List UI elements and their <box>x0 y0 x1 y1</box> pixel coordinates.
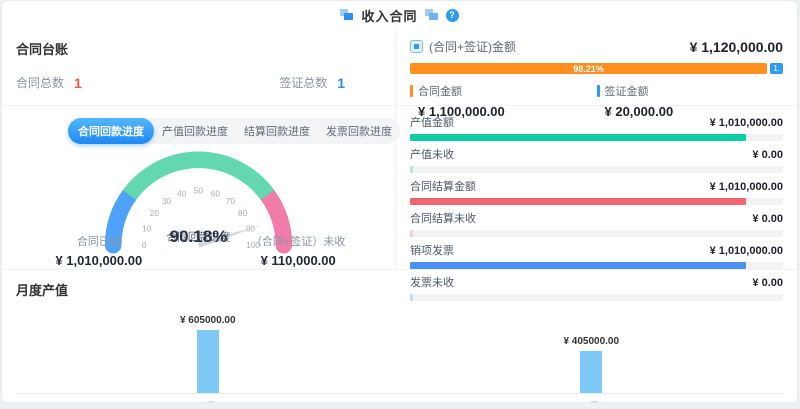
ledger-title: 合同台账 <box>16 42 69 57</box>
legend-value: ¥ 1,100,000.00 <box>418 104 505 119</box>
monthly-bar-chart: ¥ 605000.00 ¥ 405000.00 <box>16 303 783 393</box>
row-value: ¥ 1,010,000.00 <box>709 245 783 257</box>
legend-label: 签证金额 <box>604 86 649 98</box>
metric-row-invoice-unreceived: 发票未收 ¥ 0.00 <box>410 274 783 301</box>
svg-text:70: 70 <box>226 196 236 206</box>
legend-value: ¥ 20,000.00 <box>604 104 674 119</box>
metric-row-settlement-unreceived: 合同结算未收 ¥ 0.00 <box>410 210 783 237</box>
stat-label: 合同总数 <box>16 76 65 90</box>
row-value: ¥ 1,010,000.00 <box>709 117 783 129</box>
row-value: ¥ 1,010,000.00 <box>709 181 783 193</box>
tab-invoice-collection[interactable]: 发票回款进度 <box>326 126 392 138</box>
monthly-output-section: 月度产值 ¥ 605000.00 ¥ 405000.00 7月 8月 <box>2 270 797 402</box>
row-bar-track <box>410 230 783 237</box>
row-bar-track <box>410 134 783 141</box>
help-icon[interactable]: ? <box>445 8 459 22</box>
tab-contract-collection[interactable]: 合同回款进度 <box>68 118 154 144</box>
row-label: 合同结算未收 <box>410 213 476 225</box>
legend-marker <box>410 85 413 97</box>
bar-value-label: ¥ 405000.00 <box>563 336 620 347</box>
stat-value: 1 <box>74 74 82 91</box>
row-label: 产值金额 <box>410 117 454 129</box>
document-icon <box>410 40 423 53</box>
svg-text:100: 100 <box>246 240 260 250</box>
metric-rows-section: 产值金额 ¥ 1,010,000.00 产值未收 ¥ 0.00 合同结算金额 ¥ 1,… <box>396 106 797 301</box>
contract-folder-icon <box>340 9 354 21</box>
bar-aug <box>580 351 603 393</box>
stat-label: 合同已收 <box>76 236 121 248</box>
row-label: 发票未收 <box>410 277 454 289</box>
row-value: ¥ 0.00 <box>752 277 783 289</box>
collection-progress-section: 合同回款进度 产值回款进度 结算回款进度 发票回款进度 0 10 20 30 40 50 6… <box>2 106 400 270</box>
progress-tabs: 合同回款进度 产值回款进度 结算回款进度 发票回款进度 <box>68 118 400 144</box>
bar-jul <box>196 330 219 393</box>
bar-column-jul: ¥ 605000.00 <box>16 315 400 393</box>
gauge-value: 90.18% <box>169 227 228 246</box>
svg-text:合同回款进度: 合同回款进度 <box>167 230 231 243</box>
svg-text:0: 0 <box>142 240 147 250</box>
metric-row-output-invoice: 销项发票 ¥ 1,010,000.00 <box>410 242 783 269</box>
legend-label: 合同金额 <box>418 86 462 98</box>
monthly-chart-title: 月度产值 <box>16 283 69 298</box>
bar-value-label: ¥ 605000.00 <box>179 315 236 326</box>
split-bar-right: 1. <box>770 63 783 74</box>
row-bar-track <box>410 166 783 173</box>
metric-row-output-unreceived: 产值未收 ¥ 0.00 <box>410 146 783 173</box>
row-bar-fill <box>410 134 747 141</box>
stat-contract-received: 合同已收 ¥ 1,010,000.00 <box>34 227 164 268</box>
gauge-chart: 0102030405060708090100合同回款进度 <box>104 151 293 254</box>
contract-ledger-section: 合同台账 合同总数 1 签证总数 1 <box>2 29 396 106</box>
x-axis: 7月 8月 <box>16 393 784 402</box>
row-value: ¥ 0.00 <box>752 213 783 225</box>
svg-text:50: 50 <box>194 186 204 196</box>
stat-value: 1 <box>337 74 345 91</box>
svg-text:10: 10 <box>142 223 152 233</box>
page-title: 收入合同 <box>361 8 418 24</box>
legend-marker <box>596 85 600 97</box>
amount-summary-section: (合同+签证)金额 ¥ 1,120,000.00 98.21% 1. 合同金额 … <box>396 29 797 119</box>
legend-contract-amount: 合同金额 ¥ 1,100,000.00 <box>410 83 597 119</box>
stat-label: 签证总数 <box>279 76 328 90</box>
metric-row-output-amount: 产值金额 ¥ 1,010,000.00 <box>410 114 783 141</box>
stat-unreceived: （合同+签证）未收 ¥ 110,000.00 <box>233 227 363 268</box>
row-value: ¥ 0.00 <box>752 149 783 161</box>
svg-text:20: 20 <box>150 208 160 218</box>
contract-folder-icon-right <box>424 9 439 21</box>
stat-visa-total: 签证总数 1 <box>279 74 345 91</box>
row-bar-fill <box>410 230 414 237</box>
row-bar-fill <box>410 294 414 301</box>
svg-text:80: 80 <box>238 208 248 218</box>
tab-output-collection[interactable]: 产值回款进度 <box>162 126 228 138</box>
metric-row-settlement-amount: 合同结算金额 ¥ 1,010,000.00 <box>410 178 783 205</box>
x-tick-jul: 7月 <box>16 394 400 402</box>
stat-label: （合同+签证）未收 <box>250 236 346 248</box>
row-bar-fill <box>410 262 747 269</box>
amount-summary-label: (合同+签证)金额 <box>429 40 517 54</box>
stat-value: ¥ 110,000.00 <box>260 253 336 268</box>
amount-summary-value: ¥ 1,120,000.00 <box>689 38 783 55</box>
row-bar-track <box>410 294 783 301</box>
page-header: 收入合同 ? <box>2 1 797 29</box>
legend-visa-amount: 签证金额 ¥ 20,000.00 <box>596 83 784 119</box>
row-label: 合同结算金额 <box>410 181 476 193</box>
row-bar-track <box>410 198 783 205</box>
row-bar-fill <box>410 198 747 205</box>
row-label: 销项发票 <box>410 245 454 257</box>
svg-text:60: 60 <box>211 188 221 198</box>
svg-text:30: 30 <box>162 196 172 206</box>
row-bar-track <box>410 262 783 269</box>
bar-column-aug: ¥ 405000.00 <box>400 336 784 393</box>
stat-value: ¥ 1,010,000.00 <box>55 253 143 268</box>
x-tick-aug: 8月 <box>400 394 784 402</box>
amount-split-bar: 98.21% 1. <box>410 63 783 74</box>
svg-text:40: 40 <box>177 188 187 198</box>
row-bar-fill <box>410 166 414 173</box>
tab-settlement-collection[interactable]: 结算回款进度 <box>244 126 310 138</box>
split-bar-left: 98.21% <box>410 63 768 74</box>
row-label: 产值未收 <box>410 149 454 161</box>
stat-contract-total: 合同总数 1 <box>16 74 82 91</box>
